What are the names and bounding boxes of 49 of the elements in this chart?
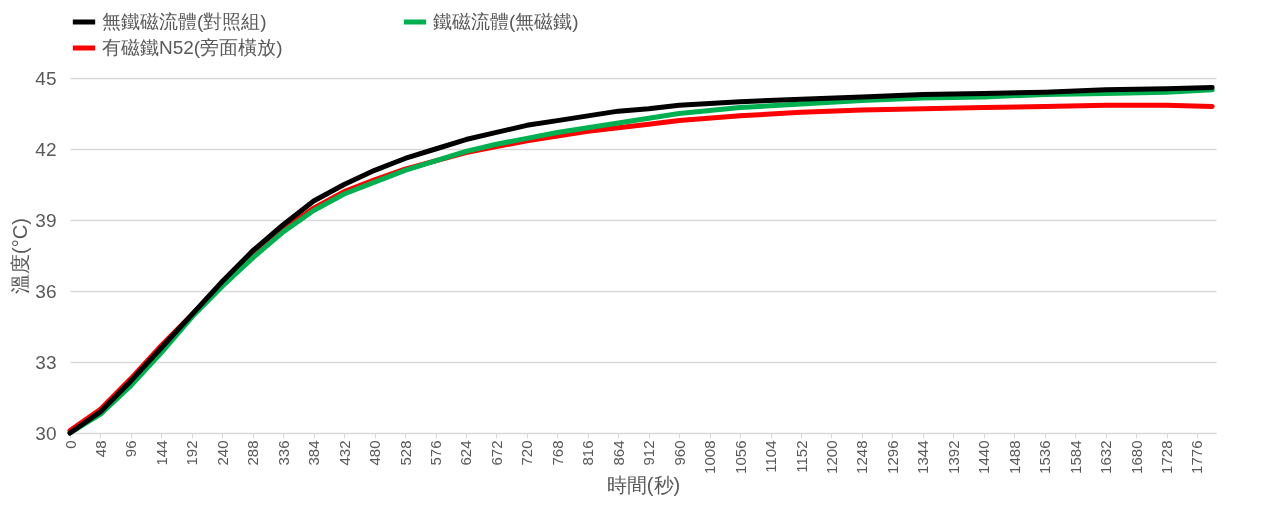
y-tick-label: 45 <box>35 67 57 89</box>
x-axis-title: 時間(秒) <box>606 473 681 496</box>
x-tick-label: 816 <box>579 440 597 466</box>
x-tick-label: 480 <box>366 440 384 466</box>
x-tick-label: 1296 <box>883 440 901 474</box>
legend-label: 無鐵磁流體(對照組) <box>102 11 267 32</box>
y-tick-label: 39 <box>35 209 57 231</box>
x-tick-label: 240 <box>213 440 231 466</box>
x-tick-label: 1152 <box>792 440 810 473</box>
x-tick-label: 1584 <box>1066 440 1084 474</box>
legend-label: 鐵磁流體(無磁鐵) <box>433 11 579 32</box>
x-tick-label: 1536 <box>1036 440 1054 474</box>
x-tick-label: 864 <box>609 440 627 466</box>
x-tick-label: 1680 <box>1127 440 1145 474</box>
x-tick-label: 1008 <box>701 440 719 474</box>
x-tick-label: 1728 <box>1158 440 1176 474</box>
x-tick-label: 336 <box>274 440 292 466</box>
x-tick-label: 432 <box>335 440 353 466</box>
x-tick-label: 720 <box>518 440 536 466</box>
x-tick-label: 1104 <box>762 440 780 473</box>
x-tick-label: 672 <box>487 440 505 466</box>
y-tick-label: 42 <box>35 138 57 160</box>
x-tick-label: 0 <box>61 440 79 449</box>
x-tick-label: 624 <box>457 440 475 466</box>
x-tick-label: 528 <box>396 440 414 466</box>
legend-label: 有磁鐵N52(旁面橫放) <box>102 37 283 58</box>
x-tick-label: 288 <box>244 440 262 466</box>
x-tick-label: 960 <box>670 440 688 466</box>
x-tick-label: 768 <box>548 440 566 466</box>
x-tick-label: 1776 <box>1188 440 1206 474</box>
x-tick-label: 912 <box>640 440 658 466</box>
y-tick-label: 30 <box>35 422 57 444</box>
y-tick-label: 33 <box>35 351 57 373</box>
y-tick-label: 36 <box>35 280 57 302</box>
x-tick-label: 576 <box>427 440 444 466</box>
x-tick-label: 1392 <box>944 440 962 474</box>
x-tick-label: 1632 <box>1097 440 1115 474</box>
x-tick-label: 1200 <box>822 440 840 474</box>
x-tick-label: 144 <box>152 440 170 466</box>
x-tick-label: 96 <box>122 440 140 458</box>
x-tick-label: 1488 <box>1005 440 1023 474</box>
x-tick-label: 48 <box>91 440 109 458</box>
y-axis-title: 溫度(°C) <box>9 218 32 294</box>
x-tick-label: 1056 <box>731 440 749 474</box>
x-tick-label: 1344 <box>914 440 932 474</box>
x-tick-label: 192 <box>183 440 201 466</box>
x-tick-label: 384 <box>305 440 323 466</box>
x-tick-label: 1248 <box>853 440 871 474</box>
x-tick-label: 1440 <box>975 440 993 474</box>
